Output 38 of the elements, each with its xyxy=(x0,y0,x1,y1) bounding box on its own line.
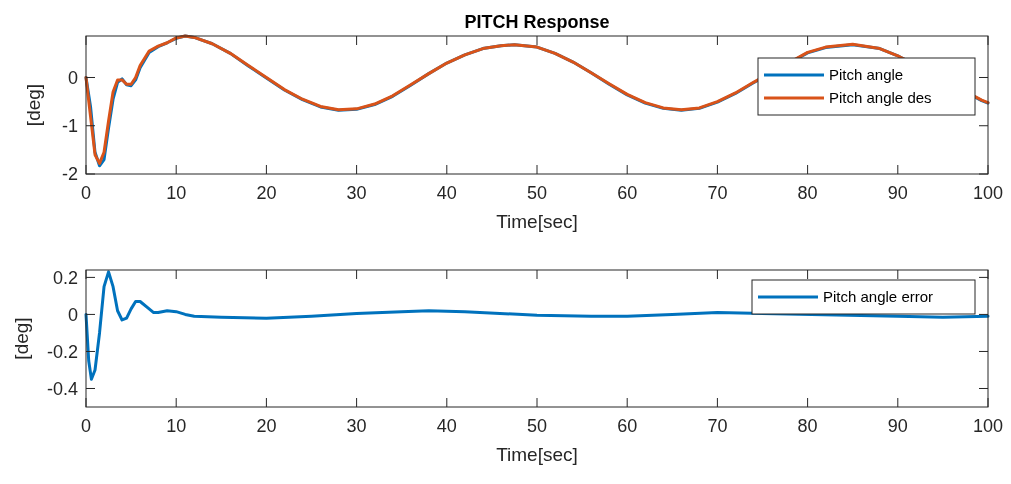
x-tick-label: 0 xyxy=(80,183,92,203)
y-tick-label: 0.2 xyxy=(52,267,78,288)
x-tick-label: 70 xyxy=(707,416,728,436)
legend-label: Pitch angle error xyxy=(823,288,934,306)
y-tick-label: 0 xyxy=(67,304,78,325)
x-tick-label: 90 xyxy=(887,416,908,436)
y-axis-title: [deg] xyxy=(23,83,44,127)
y-tick-label: -1 xyxy=(61,116,78,137)
x-tick-label: 20 xyxy=(256,416,277,436)
x-axis-title: Time[sec] xyxy=(496,444,578,465)
legend-label: Pitch angle des xyxy=(829,89,932,107)
line-series xyxy=(84,270,990,381)
y-tick-label: -0.2 xyxy=(46,341,78,362)
y-tick-label: 0 xyxy=(67,67,78,88)
y-tick-label: -2 xyxy=(61,164,78,185)
x-tick-label: 40 xyxy=(436,183,457,203)
x-tick-label: 40 xyxy=(436,416,457,436)
x-tick-label: 100 xyxy=(972,183,1004,203)
legend-label: Pitch angle xyxy=(829,66,904,84)
y-tick-label: -0.4 xyxy=(46,378,78,399)
x-tick-label: 20 xyxy=(256,183,277,203)
x-tick-label: 50 xyxy=(526,183,548,203)
x-tick-label: 70 xyxy=(707,183,728,203)
x-tick-label: 100 xyxy=(972,416,1004,436)
x-tick-label: 80 xyxy=(797,416,818,436)
x-axis-title: Time[sec] xyxy=(496,211,578,232)
y-axis-title: [deg] xyxy=(11,317,32,360)
x-tick-label: 50 xyxy=(526,416,548,436)
x-tick-label: 30 xyxy=(346,183,367,203)
x-tick-label: 60 xyxy=(617,416,638,436)
x-tick-label: 0 xyxy=(80,416,92,436)
x-tick-label: 30 xyxy=(346,416,367,436)
x-tick-label: 80 xyxy=(797,183,818,203)
chart-title: PITCH Response xyxy=(464,12,610,32)
x-tick-label: 60 xyxy=(617,183,638,203)
x-tick-label: 10 xyxy=(166,183,187,203)
x-tick-label: 90 xyxy=(887,183,908,203)
x-tick-label: 10 xyxy=(166,416,187,436)
